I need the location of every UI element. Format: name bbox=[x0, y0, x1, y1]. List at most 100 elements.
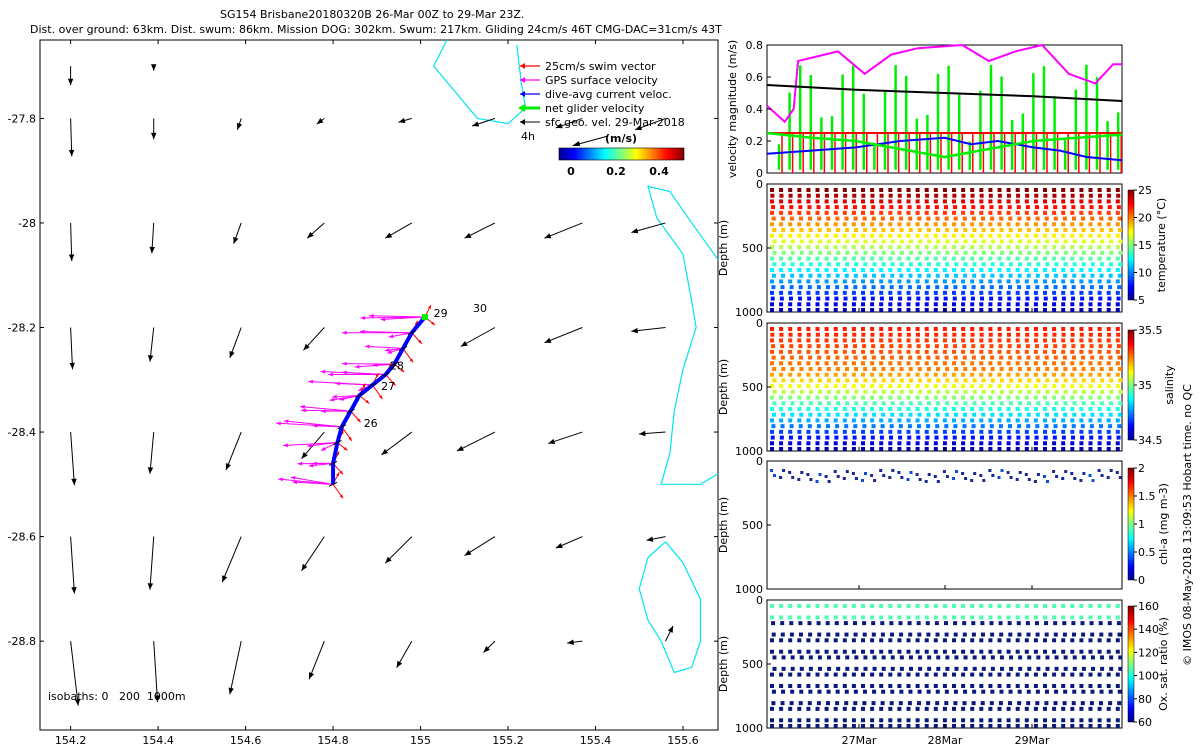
profile-point-3-30-14 bbox=[1043, 684, 1047, 688]
profile-point-2-7-0 bbox=[833, 470, 837, 473]
profile-point-3-17-6 bbox=[924, 638, 929, 643]
profile-point-0-35-12 bbox=[1088, 256, 1093, 261]
profile-point-3-3-18 bbox=[797, 706, 802, 711]
profile-point-1-29-17 bbox=[1035, 424, 1040, 429]
profile-point-0-34-15 bbox=[1081, 273, 1086, 278]
time-tick-label-2: 29Mar bbox=[1015, 734, 1050, 747]
profile-point-3-0-11 bbox=[772, 666, 777, 671]
geo-vector-31-head bbox=[548, 438, 556, 444]
profile-point-0-11-18 bbox=[870, 290, 875, 295]
profile-point-0-32-8 bbox=[1061, 233, 1066, 238]
profile-point-3-2-3 bbox=[789, 621, 794, 626]
geo-vector-2-head bbox=[68, 149, 75, 157]
profile-point-1-6-10 bbox=[824, 384, 829, 389]
profile-point-0-37-2 bbox=[1106, 199, 1111, 204]
profile-point-1-22-13 bbox=[972, 401, 977, 406]
profile-point-3-25-9 bbox=[999, 655, 1004, 660]
profile-point-1-10-19 bbox=[861, 435, 866, 440]
profile-point-0-14-5 bbox=[899, 216, 904, 221]
profile-point-1-21-14 bbox=[961, 407, 966, 411]
profile-point-1-1-16 bbox=[779, 418, 784, 423]
profile-point-0-8-11 bbox=[845, 250, 850, 255]
profile-point-1-8-5 bbox=[844, 355, 849, 360]
profile-point-1-35-18 bbox=[1088, 429, 1093, 434]
profile-point-3-13-2 bbox=[888, 615, 893, 620]
profile-point-3-12-18 bbox=[879, 706, 884, 711]
profile-point-0-4-10 bbox=[806, 245, 811, 250]
track-marker-6 bbox=[355, 393, 364, 398]
profile-point-3-3-6 bbox=[797, 638, 802, 643]
profile-point-2-27-1 bbox=[1018, 471, 1022, 474]
profile-point-1-8-3 bbox=[843, 344, 848, 349]
profile-point-1-35-7 bbox=[1090, 367, 1095, 371]
profile-point-0-12-16 bbox=[879, 279, 884, 284]
profile-point-1-19-0 bbox=[942, 327, 947, 331]
profile-point-1-26-18 bbox=[1006, 429, 1011, 434]
profile-point-3-37-18 bbox=[1106, 706, 1111, 711]
swim-vector-11-head bbox=[339, 494, 344, 499]
profile-point-0-1-14 bbox=[779, 268, 784, 272]
profile-point-1-18-21 bbox=[933, 447, 938, 451]
profile-point-0-34-13 bbox=[1081, 262, 1086, 267]
profile-point-0-19-16 bbox=[942, 279, 947, 284]
profile-point-1-3-20 bbox=[797, 441, 802, 446]
profile-point-3-38-12 bbox=[1115, 672, 1120, 677]
profile-point-1-6-4 bbox=[824, 349, 829, 354]
profile-point-0-0-15 bbox=[771, 273, 776, 278]
gps-vector-2-0-head bbox=[364, 344, 370, 349]
profile-point-0-30-11 bbox=[1045, 250, 1050, 255]
profile-point-0-36-13 bbox=[1099, 262, 1104, 267]
profile-point-1-23-5 bbox=[981, 355, 986, 360]
profile-point-1-20-5 bbox=[953, 355, 958, 360]
profile-point-1-6-12 bbox=[824, 395, 829, 400]
profile-point-1-29-5 bbox=[1035, 355, 1040, 360]
profile-point-0-8-18 bbox=[842, 290, 847, 295]
profile-point-2-18-0 bbox=[933, 475, 937, 478]
profile-point-3-21-12 bbox=[961, 672, 966, 677]
profile-point-1-5-20 bbox=[815, 441, 820, 446]
profile-point-3-35-8 bbox=[1088, 649, 1093, 654]
profile-point-3-6-5 bbox=[826, 632, 831, 637]
profile-point-1-13-7 bbox=[890, 367, 895, 371]
profile-point-1-11-8 bbox=[870, 372, 875, 377]
profile-point-3-23-8 bbox=[979, 649, 984, 654]
profile-point-0-36-1 bbox=[1097, 193, 1102, 198]
profile-point-3-24-15 bbox=[990, 689, 995, 694]
profile-point-0-34-9 bbox=[1081, 239, 1086, 244]
profile-point-1-18-0 bbox=[933, 327, 938, 331]
profile-point-2-0-0 bbox=[770, 469, 773, 472]
profile-point-1-34-2 bbox=[1079, 338, 1084, 343]
profile-point-3-17-18 bbox=[924, 706, 929, 711]
profile-point-0-36-8 bbox=[1097, 233, 1102, 238]
profile-point-3-7-17 bbox=[835, 701, 840, 706]
profile-point-0-25-14 bbox=[997, 268, 1002, 272]
profile-point-0-21-17 bbox=[962, 285, 967, 290]
profile-point-0-13-19 bbox=[889, 296, 894, 301]
profile-point-3-35-5 bbox=[1090, 632, 1095, 637]
profile-point-0-12-8 bbox=[879, 233, 884, 238]
profile-point-1-8-0 bbox=[842, 327, 847, 331]
profile-point-1-33-0 bbox=[1070, 327, 1075, 331]
profile-point-0-25-8 bbox=[997, 233, 1002, 238]
profile-point-0-31-1 bbox=[1052, 193, 1057, 198]
profile-point-0-20-4 bbox=[952, 210, 956, 215]
profile-point-3-2-14 bbox=[788, 684, 793, 688]
profile-point-1-1-20 bbox=[779, 441, 784, 446]
profile-point-3-3-8 bbox=[797, 649, 802, 654]
profile-point-3-14-14 bbox=[897, 684, 902, 688]
profile-point-0-31-14 bbox=[1052, 268, 1057, 272]
profile-point-2-38-1 bbox=[1118, 476, 1122, 479]
profile-point-0-32-15 bbox=[1063, 273, 1068, 278]
profile-point-0-7-14 bbox=[833, 268, 838, 272]
profile-point-2-28-1 bbox=[1027, 478, 1031, 481]
profile-point-0-38-12 bbox=[1115, 256, 1120, 261]
profile-point-0-7-2 bbox=[833, 199, 838, 204]
profile-point-0-12-20 bbox=[879, 302, 884, 307]
profile-point-1-14-19 bbox=[898, 435, 903, 440]
profile-point-1-11-9 bbox=[872, 378, 877, 383]
profile-point-0-13-11 bbox=[890, 250, 895, 255]
profile-point-3-9-5 bbox=[853, 632, 858, 637]
profile-point-3-20-0 bbox=[952, 604, 956, 608]
profile-point-0-19-20 bbox=[942, 302, 947, 307]
profile-point-0-0-10 bbox=[770, 245, 774, 250]
